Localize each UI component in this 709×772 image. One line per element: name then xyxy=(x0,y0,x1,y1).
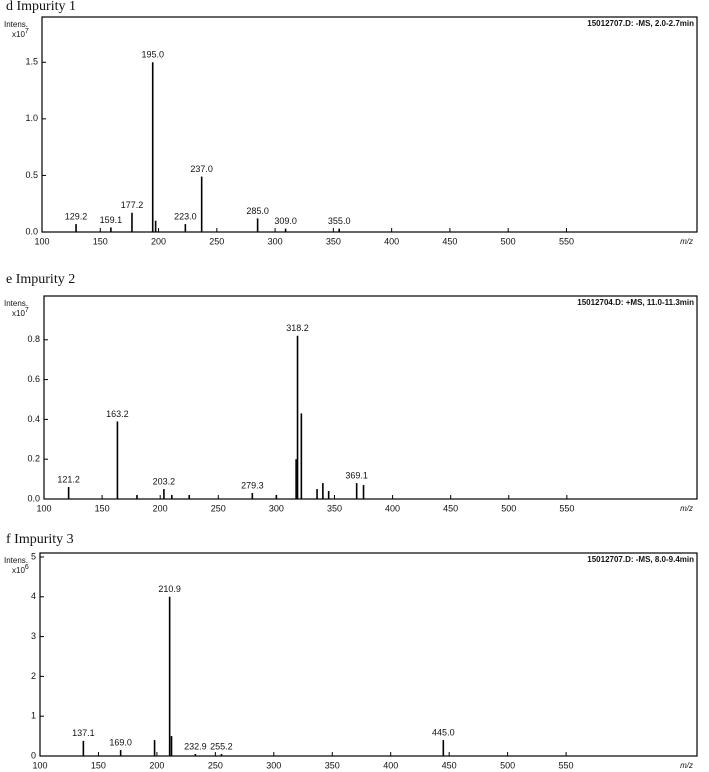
x-tick-label: 200 xyxy=(151,236,166,246)
x-tick-label: 450 xyxy=(442,760,457,770)
x-axis-label: m/z xyxy=(680,504,693,513)
peak-label: 232.9 xyxy=(184,741,207,751)
y-unit: x10 xyxy=(12,566,25,575)
y-axis-unit: x107 xyxy=(12,28,29,39)
x-axis-label: m/z xyxy=(680,761,693,770)
plot-frame xyxy=(43,295,698,500)
x-tick-label: 100 xyxy=(32,760,47,770)
peak-label: 445.0 xyxy=(432,727,455,737)
y-tick-label: 0.5 xyxy=(25,170,38,180)
y-label: Intens. xyxy=(4,556,28,565)
y-exponent: 7 xyxy=(25,307,29,314)
x-tick-label: 450 xyxy=(442,236,457,246)
x-axis-label: m/z xyxy=(680,237,693,246)
y-tick-label: 1 xyxy=(31,711,36,721)
x-tick-label: 400 xyxy=(385,503,400,513)
peak-label: 309.0 xyxy=(274,216,297,226)
x-tick-label: 150 xyxy=(91,760,106,770)
peak-label: 237.0 xyxy=(190,164,213,174)
y-tick-label: 0.4 xyxy=(27,414,40,424)
y-tick-label: 1.5 xyxy=(25,57,38,67)
y-label: Intens. xyxy=(4,299,28,308)
x-tick-label: 550 xyxy=(559,760,574,770)
y-unit: x10 xyxy=(12,309,25,318)
x-tick-label: 100 xyxy=(36,503,51,513)
y-tick-label: 0.0 xyxy=(25,226,38,236)
x-tick-label: 150 xyxy=(95,503,110,513)
y-exponent: 6 xyxy=(25,564,29,571)
y-axis-unit: x107 xyxy=(12,307,29,318)
x-tick-label: 100 xyxy=(34,236,49,246)
y-tick-label: 0.2 xyxy=(27,454,40,464)
peak-label: 279.3 xyxy=(241,480,264,490)
x-tick-label: 200 xyxy=(153,503,168,513)
y-unit: x10 xyxy=(12,30,25,39)
y-tick-label: 0.8 xyxy=(27,334,40,344)
peak-label: 159.1 xyxy=(100,215,123,225)
y-tick-label: 2 xyxy=(31,671,36,681)
x-tick-label: 250 xyxy=(209,236,224,246)
x-tick-label: 400 xyxy=(384,236,399,246)
peak-label: 355.0 xyxy=(328,216,351,226)
x-tick-label: 500 xyxy=(501,503,516,513)
y-axis-unit: x106 xyxy=(12,564,29,575)
x-tick-label: 500 xyxy=(501,236,516,246)
x-tick-label: 250 xyxy=(211,503,226,513)
peak-label: 369.1 xyxy=(345,470,368,480)
x-tick-label: 200 xyxy=(149,760,164,770)
x-tick-label: 400 xyxy=(383,760,398,770)
y-axis-label: Intens. xyxy=(4,556,28,565)
annotation: 15012707.D: -MS, 2.0-2.7min xyxy=(587,19,694,28)
peak-label: 177.2 xyxy=(121,200,144,210)
x-tick-label: 300 xyxy=(269,503,284,513)
x-tick-label: 350 xyxy=(325,760,340,770)
y-tick-label: 0 xyxy=(31,750,36,760)
x-tick-label: 550 xyxy=(559,503,574,513)
peak-label: 285.0 xyxy=(246,206,269,216)
plot-frame xyxy=(41,16,698,233)
y-label: Intens. xyxy=(4,20,28,29)
peak-label: 223.0 xyxy=(174,211,197,221)
x-tick-label: 350 xyxy=(327,503,342,513)
peak-label: 255.2 xyxy=(210,741,233,751)
panel-title: d Impurity 1 xyxy=(6,0,76,14)
annotation: 15012704.D: +MS, 11.0-11.3min xyxy=(577,298,694,307)
x-tick-label: 250 xyxy=(208,760,223,770)
y-axis-label: Intens. xyxy=(4,299,28,308)
peak-label: 137.1 xyxy=(72,728,95,738)
peak-label: 121.2 xyxy=(57,474,80,484)
y-tick-label: 1.0 xyxy=(25,113,38,123)
x-tick-label: 450 xyxy=(443,503,458,513)
peak-label: 210.9 xyxy=(158,584,181,594)
x-tick-label: 550 xyxy=(559,236,574,246)
y-tick-label: 5 xyxy=(31,551,36,561)
y-tick-label: 0.0 xyxy=(27,493,40,503)
y-tick-label: 4 xyxy=(31,591,36,601)
annotation: 15012707.D: -MS, 8.0-9.4min xyxy=(587,555,694,564)
x-tick-label: 500 xyxy=(500,760,515,770)
x-tick-label: 300 xyxy=(268,236,283,246)
panel-title: f Impurity 3 xyxy=(6,532,74,547)
peak-label: 195.0 xyxy=(141,50,164,60)
peak-label: 163.2 xyxy=(106,409,129,419)
peak-label: 318.2 xyxy=(286,323,309,333)
y-exponent: 7 xyxy=(25,28,29,35)
plot-frame xyxy=(39,552,698,757)
y-tick-label: 0.6 xyxy=(27,374,40,384)
y-tick-label: 3 xyxy=(31,631,36,641)
y-axis-label: Intens. xyxy=(4,20,28,29)
x-tick-label: 300 xyxy=(266,760,281,770)
peak-label: 203.2 xyxy=(153,476,176,486)
panel-title: e Impurity 2 xyxy=(6,272,75,287)
x-tick-label: 350 xyxy=(326,236,341,246)
peak-label: 129.2 xyxy=(65,211,88,221)
x-tick-label: 150 xyxy=(93,236,108,246)
peak-label: 169.0 xyxy=(109,737,132,747)
